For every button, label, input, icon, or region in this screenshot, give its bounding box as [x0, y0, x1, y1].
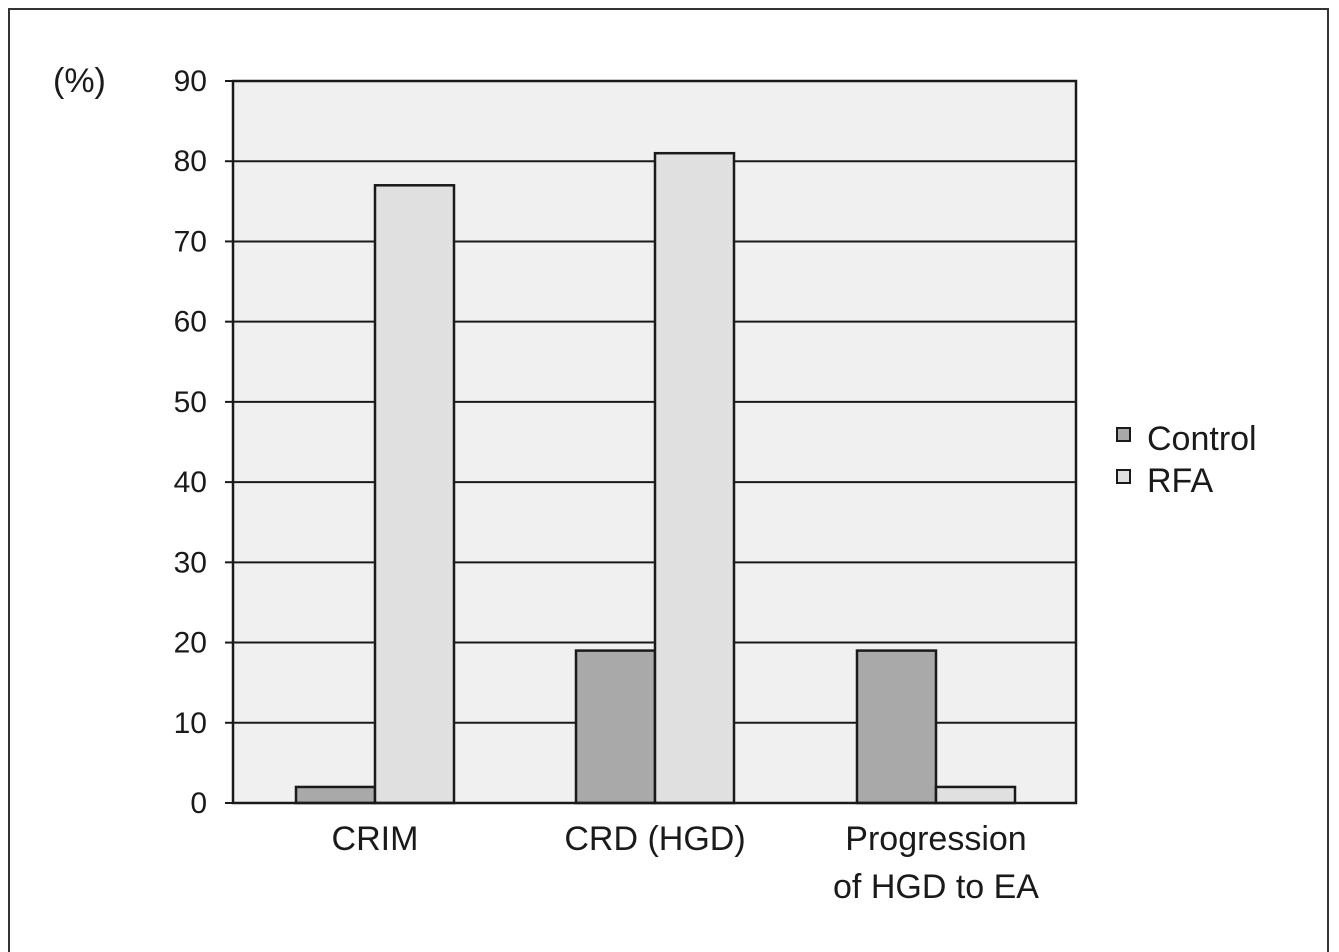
legend-label-rfa: RFA: [1147, 462, 1213, 500]
y-tick-label: 30: [174, 546, 207, 579]
y-tick-label: 70: [174, 225, 207, 258]
y-tick-label: 60: [174, 306, 207, 339]
bar-rfa-1: [653, 151, 736, 805]
bar-control-2: [855, 649, 938, 805]
bar-rfa-2: [934, 785, 1017, 805]
x-axis: CRIM CRD (HGD) Progression of HGD to EA: [332, 820, 1040, 906]
y-tick-label: 40: [174, 466, 207, 499]
legend-label-control: Control: [1147, 420, 1257, 458]
y-axis: 0 10 20 30 40 50 60 70 80 90: [174, 65, 233, 820]
bar-control-0: [294, 785, 377, 805]
x-category-label: Progression: [845, 820, 1026, 858]
legend-swatch-control: [1116, 427, 1131, 442]
plot-border: [231, 79, 1078, 805]
x-category-label: CRIM: [332, 820, 419, 858]
y-tick-label: 0: [190, 787, 207, 820]
y-tick-label: 80: [174, 145, 207, 178]
y-axis-unit-label: (%): [53, 62, 106, 100]
x-category-label: CRD (HGD): [564, 820, 745, 858]
bars: [294, 151, 1017, 805]
legend: Control RFA: [1116, 420, 1257, 500]
bar-control-1: [574, 649, 657, 805]
y-tick-label: 90: [174, 65, 207, 98]
y-tick-label: 10: [174, 707, 207, 740]
y-tick-label: 20: [174, 627, 207, 660]
bar-rfa-0: [373, 184, 456, 805]
y-tick-label: 50: [174, 386, 207, 419]
x-category-label: of HGD to EA: [833, 868, 1039, 906]
legend-swatch-rfa: [1116, 469, 1131, 484]
